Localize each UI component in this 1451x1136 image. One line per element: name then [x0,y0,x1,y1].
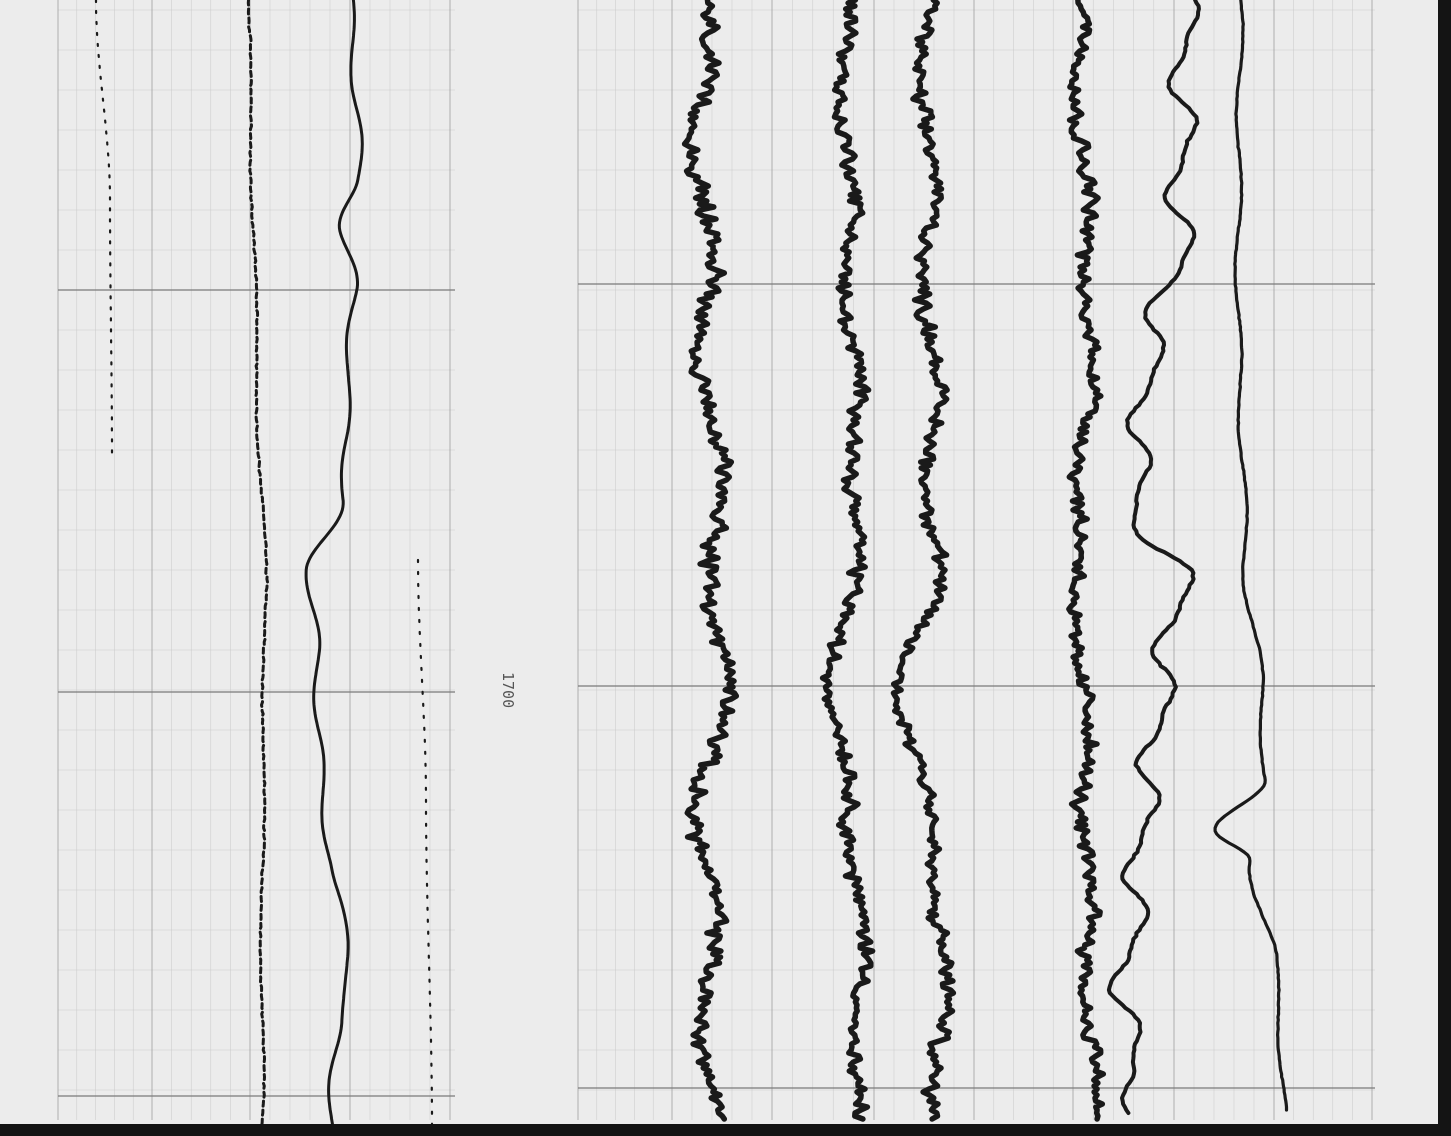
trace-right-noisy-2 [819,0,876,1122]
paper-right-edge [1438,0,1451,1136]
paper-bottom-edge [0,1124,1451,1136]
trace-right-noisy-4 [1066,0,1107,1122]
trace-left-dotted-1 [94,0,114,461]
time-annotation: 1700 [499,672,517,708]
trace-left-dotted-2 [416,558,434,1126]
trace-right-noisy-1 [681,0,740,1122]
trace-left-solid [304,0,364,1127]
trace-right-noisy-3 [890,0,957,1122]
trace-layer [94,0,1289,1127]
trace-right-wavy [1106,0,1201,1115]
trace-right-smooth [1213,0,1289,1112]
trace-left-dashed [246,0,269,1127]
